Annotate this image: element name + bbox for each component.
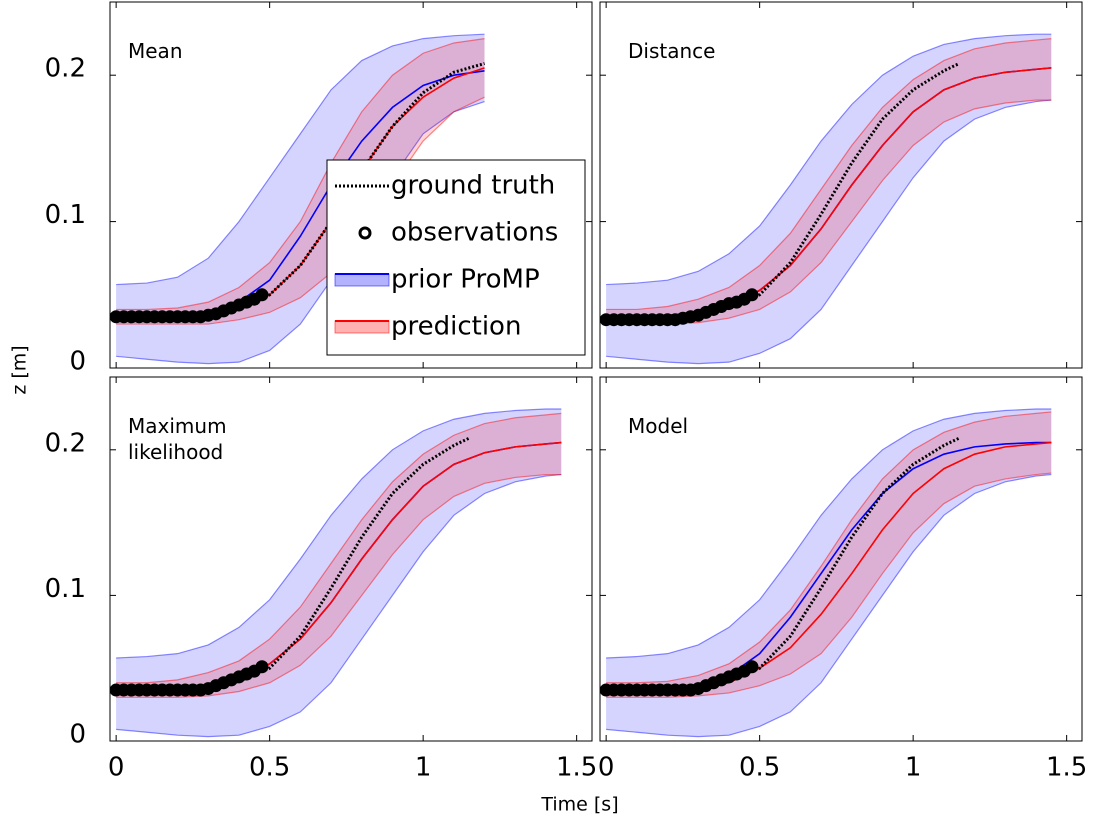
plot-area (600, 33, 1052, 365)
legend-label: prediction (391, 312, 521, 342)
plot-area (110, 408, 562, 738)
x-tick-label: 1 (415, 753, 432, 783)
legend-label: ground truth (391, 171, 555, 201)
axes-frame (599, 1, 1083, 369)
x-tick-label: 0 (108, 753, 125, 783)
x-tick-label: 0.5 (249, 753, 290, 783)
band-edge (116, 412, 562, 684)
legend-label: prior ProMP (391, 265, 540, 295)
band (606, 411, 1052, 698)
panel: 0 0.1 0.2 ground truth observations prior Pro… (45, 1, 593, 377)
axes-frame (109, 376, 593, 742)
legend-swatch (358, 226, 372, 240)
panel-title: Distance (628, 39, 716, 63)
band (606, 409, 1052, 737)
band-edge (116, 408, 562, 659)
observation (255, 288, 269, 302)
band-edge (606, 472, 1052, 698)
panel-title: Maximum likelihood (128, 414, 227, 464)
y-tick-label: 0.1 (45, 200, 86, 230)
band-edge (116, 96, 485, 325)
panel: 0 0.5 1 1.5 (598, 376, 1087, 783)
plot-area (600, 408, 1052, 738)
y-axis-label: z [m] (9, 345, 31, 394)
observation (745, 288, 759, 302)
band (606, 38, 1052, 325)
band (116, 34, 485, 364)
band-edge (606, 473, 1052, 738)
legend-label: observations (391, 218, 558, 248)
band-edge (116, 100, 485, 365)
band (606, 34, 1052, 364)
observation (745, 660, 759, 674)
x-tick-label: 1 (905, 753, 922, 783)
band-edge (606, 38, 1052, 311)
band-edge (116, 38, 485, 311)
band-edge (606, 411, 1052, 684)
x-tick-label: 1.5 (1046, 753, 1087, 783)
x-tick-label: 0.5 (739, 753, 780, 783)
band (116, 413, 562, 698)
x-axis-label: Time [s] (540, 794, 618, 816)
axes-frame (109, 1, 593, 369)
legend: ground truth observations prior ProMP predi… (326, 159, 586, 356)
x-tick-label: 0 (598, 753, 615, 783)
band-edge (606, 408, 1052, 659)
legend-swatch (334, 273, 390, 287)
x-tick-label: 1.5 (556, 753, 597, 783)
y-tick-label: 0 (69, 720, 86, 750)
panel-title: Mean (128, 39, 183, 63)
band-edge (116, 33, 485, 286)
band-edge (606, 99, 1052, 365)
band-edge (116, 473, 562, 738)
band-edge (116, 473, 562, 698)
plot-area (110, 33, 485, 365)
y-tick-label: 0.2 (45, 54, 86, 84)
y-tick-label: 0 (69, 347, 86, 377)
panel: 0 0.5 1 1.5 0 0.1 0.2 (45, 376, 597, 783)
band (116, 38, 485, 325)
panel-title: Model (628, 414, 689, 438)
legend-swatch (334, 320, 390, 334)
panel (599, 1, 1083, 369)
y-tick-label: 0.2 (45, 428, 86, 458)
band-edge (606, 33, 1052, 286)
y-tick-label: 0.1 (45, 574, 86, 604)
legend-box (326, 159, 586, 356)
band (116, 409, 562, 737)
axes-frame (599, 376, 1083, 742)
observation (255, 660, 269, 674)
